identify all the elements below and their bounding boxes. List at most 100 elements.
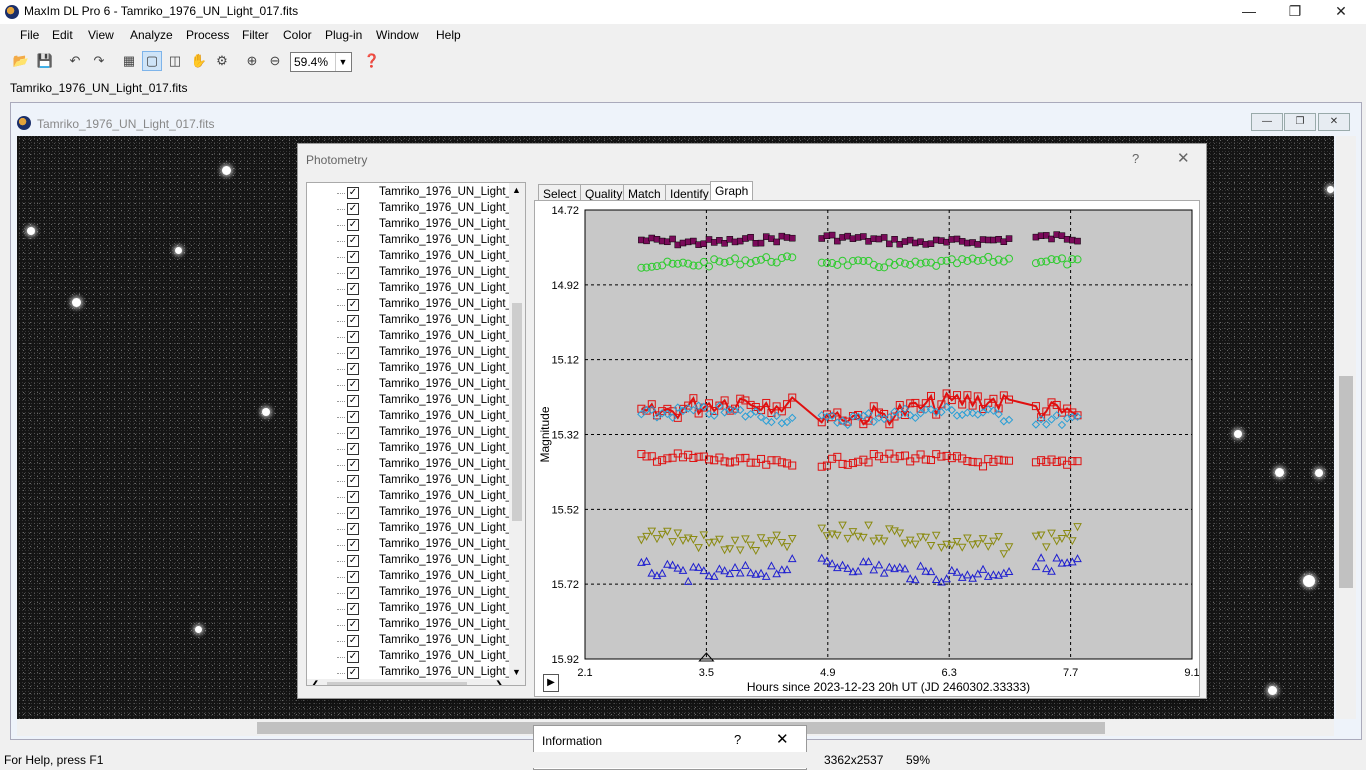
data-point[interactable]: [657, 409, 667, 418]
data-point[interactable]: [777, 565, 787, 574]
data-point[interactable]: [984, 455, 993, 464]
data-point[interactable]: [762, 253, 771, 262]
data-point[interactable]: [891, 236, 898, 243]
file-checkbox[interactable]: ✓: [347, 443, 359, 455]
data-point[interactable]: [979, 462, 988, 471]
menu-color[interactable]: Color: [283, 28, 312, 42]
data-point[interactable]: [1068, 457, 1077, 466]
data-point[interactable]: [900, 404, 910, 414]
data-point[interactable]: [885, 449, 894, 458]
chevron-down-icon[interactable]: ▼: [335, 53, 350, 71]
file-list-item[interactable]: ✓ Tamriko_1976_UN_Light_0: [307, 617, 518, 633]
data-point[interactable]: [751, 546, 761, 556]
data-point[interactable]: [853, 532, 863, 541]
data-point[interactable]: [958, 454, 967, 463]
data-point[interactable]: [859, 557, 868, 566]
data-point[interactable]: [953, 452, 962, 461]
data-point[interactable]: [772, 456, 781, 465]
file-checkbox[interactable]: ✓: [347, 587, 359, 599]
data-point[interactable]: [1047, 255, 1056, 264]
data-point[interactable]: [1005, 395, 1014, 404]
data-point[interactable]: [978, 408, 988, 417]
data-point[interactable]: [828, 259, 837, 268]
file-list-item[interactable]: ✓ Tamriko_1976_UN_Light_0: [307, 521, 518, 537]
data-point[interactable]: [783, 459, 792, 468]
file-list-item[interactable]: ✓ Tamriko_1976_UN_Light_0: [307, 473, 518, 489]
data-point[interactable]: [1031, 532, 1041, 541]
data-point[interactable]: [890, 454, 899, 463]
data-point[interactable]: [709, 411, 719, 420]
file-checkbox[interactable]: ✓: [347, 187, 359, 199]
data-point[interactable]: [900, 539, 910, 548]
data-point[interactable]: [869, 537, 879, 546]
data-point[interactable]: [833, 408, 842, 417]
data-point[interactable]: [880, 409, 889, 418]
data-point[interactable]: [932, 450, 941, 459]
data-point[interactable]: [984, 252, 993, 261]
file-list-item[interactable]: ✓ Tamriko_1976_UN_Light_0: [307, 233, 518, 249]
data-point[interactable]: [788, 461, 797, 470]
data-point[interactable]: [736, 394, 745, 403]
undo-icon[interactable]: ↶: [69, 53, 81, 68]
data-point[interactable]: [699, 402, 709, 412]
data-point[interactable]: [994, 533, 1003, 542]
file-checkbox[interactable]: ✓: [347, 363, 359, 375]
data-point[interactable]: [859, 533, 868, 542]
data-point[interactable]: [710, 456, 719, 465]
file-list-item[interactable]: ✓ Tamriko_1976_UN_Light_0: [307, 377, 518, 393]
menu-window[interactable]: Window: [376, 28, 419, 42]
light-curve-chart[interactable]: 2.1 3.5 4.9 6.3 7.7 9.1 14.72 14.92 15.12 15.32 15…: [535, 201, 1200, 696]
data-point[interactable]: [1004, 566, 1014, 576]
data-point[interactable]: [932, 410, 941, 419]
data-point[interactable]: [704, 571, 714, 580]
menu-filter[interactable]: Filter: [242, 28, 269, 42]
file-list-item[interactable]: ✓ Tamriko_1976_UN_Light_0: [307, 249, 518, 265]
file-list-item[interactable]: ✓ Tamriko_1976_UN_Light_0: [307, 505, 518, 521]
tab-quality[interactable]: Quality: [580, 184, 628, 203]
data-point[interactable]: [663, 404, 672, 413]
zoom-out-icon[interactable]: ⊖: [269, 53, 281, 68]
data-point[interactable]: [942, 256, 951, 265]
data-point[interactable]: [637, 557, 646, 566]
data-point[interactable]: [921, 566, 931, 575]
data-point[interactable]: [683, 534, 693, 543]
data-point[interactable]: [937, 543, 946, 552]
data-point[interactable]: [989, 457, 998, 466]
scrollbar-thumb[interactable]: [327, 682, 467, 685]
data-point[interactable]: [921, 258, 930, 267]
data-point[interactable]: [911, 398, 920, 407]
data-point[interactable]: [885, 525, 894, 534]
information-help-button[interactable]: ?: [734, 732, 742, 747]
menu-plugin[interactable]: Plug-in: [325, 28, 363, 42]
data-point[interactable]: [999, 568, 1009, 577]
data-point[interactable]: [879, 568, 889, 577]
data-point[interactable]: [968, 541, 977, 550]
data-point[interactable]: [787, 535, 797, 544]
file-list-item[interactable]: ✓ Tamriko_1976_UN_Light_0: [307, 409, 518, 425]
data-point[interactable]: [1031, 259, 1040, 268]
data-point[interactable]: [1057, 535, 1067, 544]
data-point[interactable]: [880, 263, 889, 272]
data-point[interactable]: [751, 407, 761, 416]
file-checkbox[interactable]: ✓: [347, 555, 359, 567]
scrollbar-thumb[interactable]: [1339, 376, 1353, 588]
data-point[interactable]: [838, 416, 847, 425]
data-point[interactable]: [720, 566, 729, 575]
data-point[interactable]: [906, 399, 915, 408]
data-point[interactable]: [689, 405, 698, 415]
data-point[interactable]: [900, 451, 909, 460]
data-point[interactable]: [637, 410, 646, 419]
data-point[interactable]: [864, 458, 873, 467]
data-point[interactable]: [979, 405, 988, 414]
data-point[interactable]: [782, 543, 792, 552]
data-point[interactable]: [1052, 537, 1062, 546]
data-point[interactable]: [720, 396, 729, 405]
data-point[interactable]: [647, 262, 656, 271]
data-point[interactable]: [859, 455, 868, 464]
data-point[interactable]: [1052, 457, 1061, 466]
data-point[interactable]: [968, 457, 977, 466]
select-icon[interactable]: ▢: [142, 51, 162, 71]
data-point[interactable]: [926, 542, 936, 551]
data-point[interactable]: [777, 407, 786, 416]
data-point[interactable]: [890, 564, 899, 573]
